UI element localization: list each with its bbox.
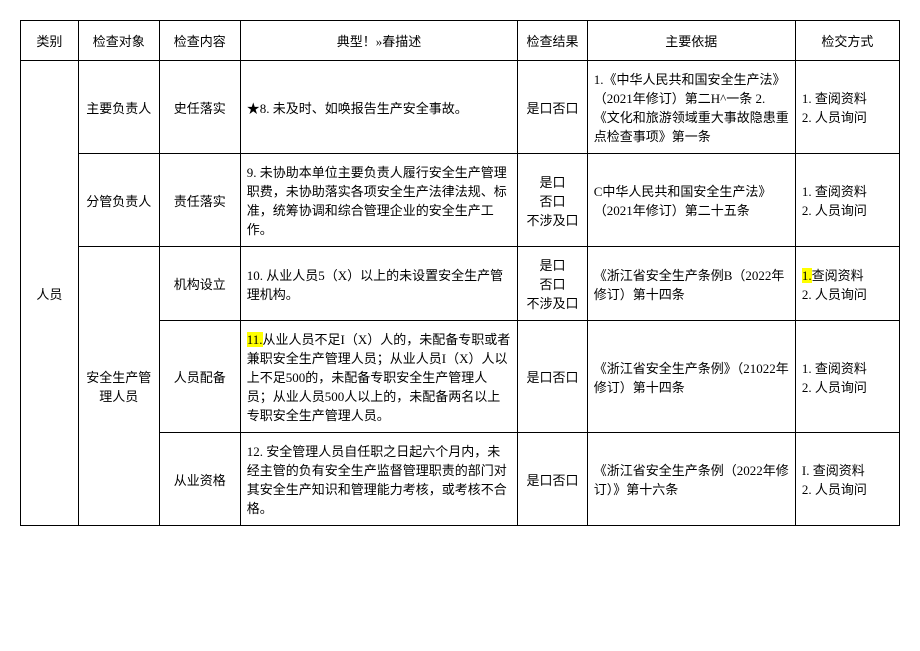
result-cell: 是口否口 xyxy=(518,321,587,433)
method-line2: 2. 人员询问 xyxy=(802,203,867,218)
basis-cell: 《浙江省安全生产条例》（21022年修订）第十四条 xyxy=(587,321,795,433)
method-line1: 1. 查阅资料 xyxy=(802,91,867,106)
object-cell: 安全生产管理人员 xyxy=(78,247,159,526)
header-problem: 典型！»春描述 xyxy=(240,21,518,61)
header-result: 检查结果 xyxy=(518,21,587,61)
basis-cell: 《浙江省安全生产条例B（2022年修订）第十四条 xyxy=(587,247,795,321)
header-category: 类别 xyxy=(21,21,79,61)
result-no: 否口 xyxy=(540,194,566,209)
result-yes: 是口 xyxy=(540,175,566,190)
header-basis: 主要依据 xyxy=(587,21,795,61)
basis-cell: C中华人民共和国安全生产法》（2021年修订）第二十五条 xyxy=(587,154,795,247)
inspection-table: 类别 检查对象 检查内容 典型！»春描述 检查结果 主要依据 检交方式 人员 主… xyxy=(20,20,900,526)
result-no: 否口 xyxy=(540,277,566,292)
object-cell: 分管负责人 xyxy=(78,154,159,247)
result-cell: 是口否口 xyxy=(518,433,587,526)
header-content: 检查内容 xyxy=(159,21,240,61)
method-line1: I. 查阅资料 xyxy=(802,463,865,478)
content-cell: 从业资格 xyxy=(159,433,240,526)
basis-cell: 《浙江省安全生产条例（2022年修订）》第十六条 xyxy=(587,433,795,526)
header-method: 检交方式 xyxy=(795,21,899,61)
method-cell: 1. 查阅资料 2. 人员询问 xyxy=(795,321,899,433)
method-line2: 2. 人员询问 xyxy=(802,110,867,125)
method-line1: 1. 查阅资料 xyxy=(802,361,867,376)
header-object: 检查对象 xyxy=(78,21,159,61)
result-yes: 是口 xyxy=(540,258,566,273)
result-cell: 是口 否口 不涉及口 xyxy=(518,247,587,321)
result-cell: 是口否口 xyxy=(518,61,587,154)
problem-cell: ★8. 未及时、如唤报告生产安全事故。 xyxy=(240,61,518,154)
content-cell: 责任落实 xyxy=(159,154,240,247)
method-line2: 2. 人员询问 xyxy=(802,287,867,302)
content-cell: 史任落实 xyxy=(159,61,240,154)
result-na: 不涉及口 xyxy=(527,213,579,228)
problem-cell: 9. 未协助本单位主要负责人履行安全生产管理职费，未协助落实各项安全生产法律法规… xyxy=(240,154,518,247)
method-cell: I. 查阅资料 2. 人员询问 xyxy=(795,433,899,526)
problem-cell: 10. 从业人员5（X）以上的未设置安全生产管理机构。 xyxy=(240,247,518,321)
result-na: 不涉及口 xyxy=(527,296,579,311)
table-header-row: 类别 检查对象 检查内容 典型！»春描述 检查结果 主要依据 检交方式 xyxy=(21,21,900,61)
method-line1-prefix: 1. xyxy=(802,268,812,283)
method-line1-text: 查阅资料 xyxy=(812,268,864,283)
method-line2: 2. 人员询问 xyxy=(802,380,867,395)
category-cell: 人员 xyxy=(21,61,79,526)
method-cell: 1.查阅资料 2. 人员询问 xyxy=(795,247,899,321)
problem-cell: 12. 安全管理人员自任职之日起六个月内，未经主管的负有安全生产监督管理职责的部… xyxy=(240,433,518,526)
method-line1: 1. 查阅资料 xyxy=(802,184,867,199)
table-row: 安全生产管理人员 机构设立 10. 从业人员5（X）以上的未设置安全生产管理机构… xyxy=(21,247,900,321)
problem-prefix: 11. xyxy=(247,332,263,347)
result-cell: 是口 否口 不涉及口 xyxy=(518,154,587,247)
object-cell: 主要负责人 xyxy=(78,61,159,154)
method-cell: 1. 查阅资料 2. 人员询问 xyxy=(795,154,899,247)
method-cell: 1. 查阅资料 2. 人员询问 xyxy=(795,61,899,154)
content-cell: 机构设立 xyxy=(159,247,240,321)
content-cell: 人员配备 xyxy=(159,321,240,433)
problem-cell: 11.从业人员不足I（X）人的，未配备专职或者兼职安全生产管理人员；从业人员I（… xyxy=(240,321,518,433)
basis-cell: 1.《中华人民共和国安全生产法》（2021年修订）第二H^一条 2.《文化和旅游… xyxy=(587,61,795,154)
method-line2: 2. 人员询问 xyxy=(802,482,867,497)
problem-text: 从业人员不足I（X）人的，未配备专职或者兼职安全生产管理人员；从业人员I（X）人… xyxy=(247,332,511,423)
table-row: 分管负责人 责任落实 9. 未协助本单位主要负责人履行安全生产管理职费，未协助落… xyxy=(21,154,900,247)
table-row: 人员 主要负责人 史任落实 ★8. 未及时、如唤报告生产安全事故。 是口否口 1… xyxy=(21,61,900,154)
